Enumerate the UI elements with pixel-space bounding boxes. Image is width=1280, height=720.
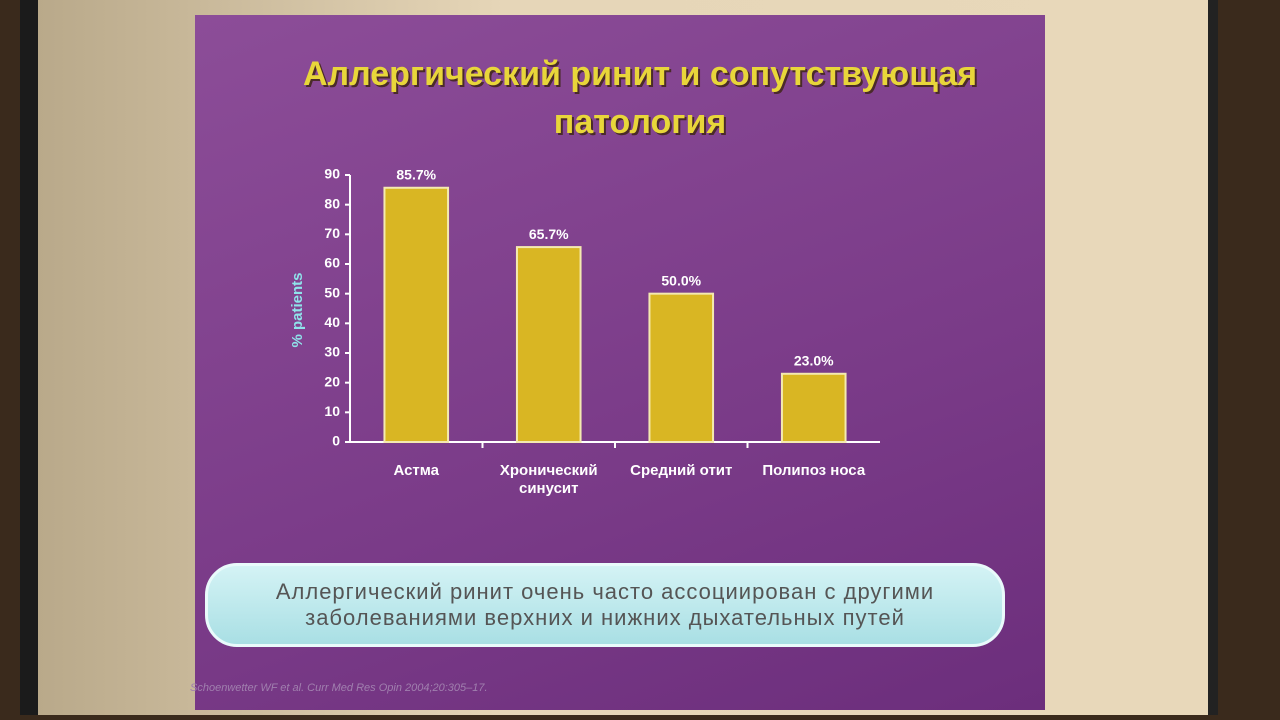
y-tick-label: 30 [324, 344, 340, 360]
x-tick-label: Средний отит [630, 462, 733, 479]
y-tick-label: 40 [324, 314, 340, 330]
x-tick-label: Хронический синусит [499, 462, 598, 497]
value-label: 85.7% [396, 166, 436, 182]
value-label: 65.7% [529, 226, 569, 242]
y-tick-label: 90 [324, 166, 340, 182]
y-tick-label: 10 [324, 403, 340, 419]
x-tick-label: Астма [393, 462, 440, 479]
y-axis-label: % patients [289, 272, 306, 347]
bar [648, 292, 715, 443]
y-tick-label: 80 [324, 195, 340, 211]
note-box: Аллергический ринит очень часто ассоциир… [205, 563, 1005, 647]
y-tick-label: 20 [324, 373, 340, 389]
bar [515, 246, 582, 443]
bar [780, 372, 847, 443]
source: Schoenwetter WF et al. Curr Med Res Opin… [190, 682, 488, 694]
bar [383, 186, 450, 443]
y-tick-label: 60 [324, 255, 340, 271]
y-tick-label: 0 [332, 433, 340, 449]
y-tick-label: 70 [324, 225, 340, 241]
x-tick-label: Полипоз носа [762, 462, 866, 479]
chart-title: Аллергический ринит и сопутствующая пато… [302, 55, 978, 141]
y-tick-label: 50 [324, 284, 340, 300]
value-label: 23.0% [794, 352, 834, 368]
value-label: 50.0% [661, 272, 701, 288]
